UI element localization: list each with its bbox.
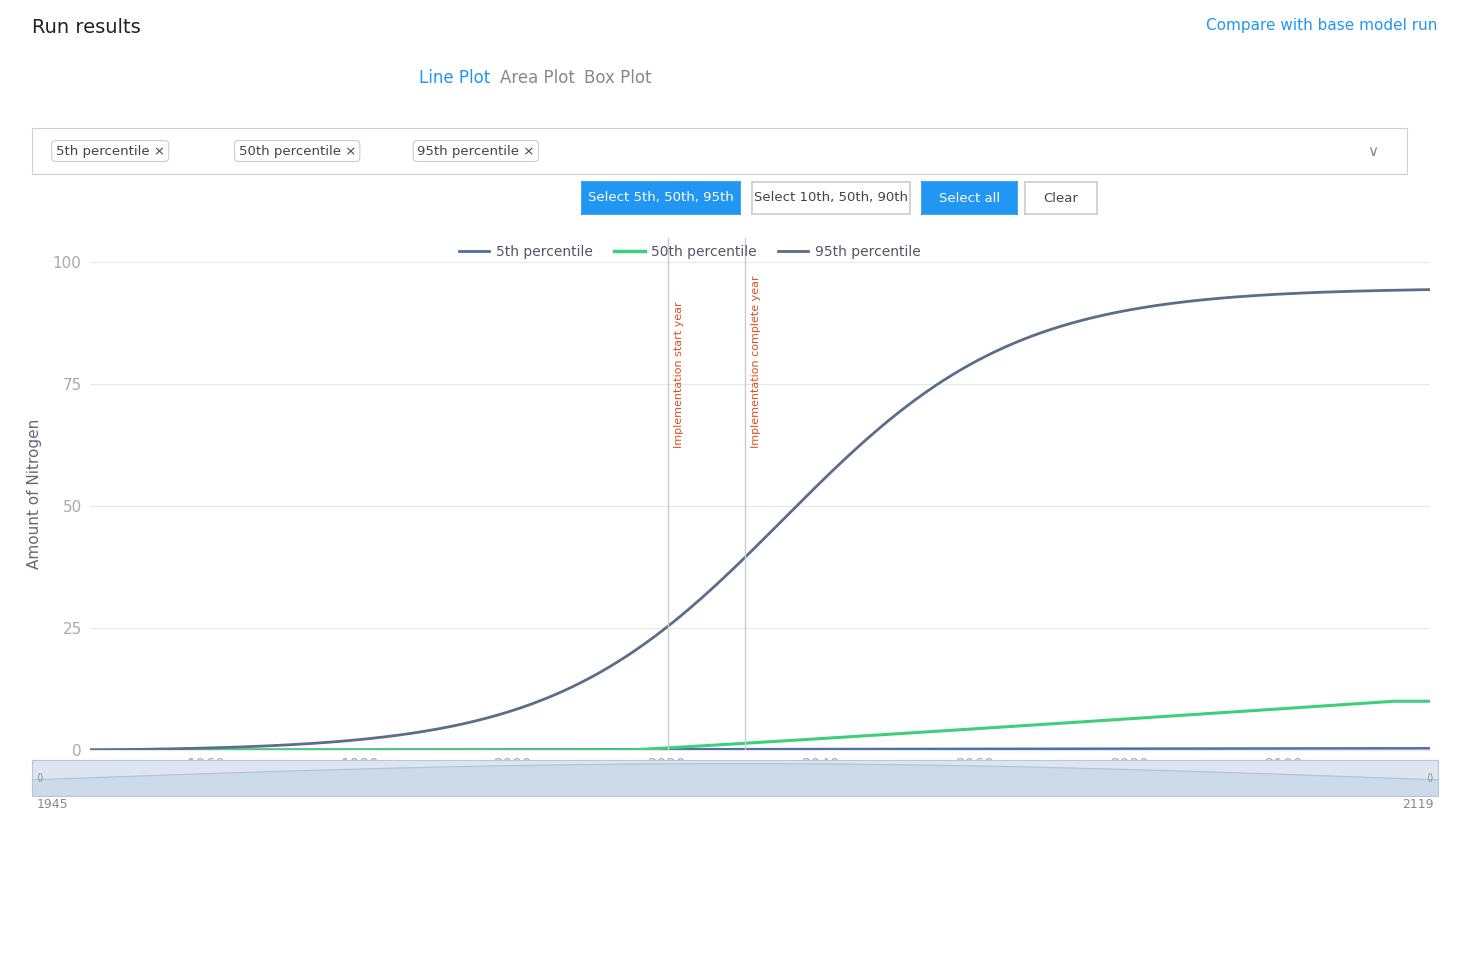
5th percentile [1421,743,1439,754]
5th percentile [688,743,706,755]
95th percentile [976,351,994,362]
50th percentile [319,744,337,756]
Text: Area Plot: Area Plot [500,69,575,87]
Text: ⟨⟩: ⟨⟩ [1426,773,1433,783]
95th percentile [319,737,337,748]
Text: ⟨⟩: ⟨⟩ [37,773,44,783]
Text: 95th percentile ×: 95th percentile × [417,145,535,157]
5th percentile [319,743,337,755]
Text: Select 5th, 50th, 95th: Select 5th, 50th, 95th [588,191,734,204]
Text: Implementation start year: Implementation start year [675,301,684,447]
Text: Run results: Run results [32,18,141,37]
50th percentile [81,744,98,756]
5th percentile [1091,743,1108,754]
Text: Select all: Select all [939,191,1000,204]
5th percentile [976,743,994,754]
Text: ∨: ∨ [1367,144,1377,158]
50th percentile [1091,715,1108,727]
Text: Box Plot: Box Plot [584,69,651,87]
Y-axis label: Amount of Nitrogen: Amount of Nitrogen [26,419,41,570]
Line: 50th percentile: 50th percentile [90,701,1430,750]
95th percentile [81,744,98,756]
Line: 95th percentile: 95th percentile [90,289,1430,750]
5th percentile [870,743,888,755]
95th percentile [688,597,706,609]
50th percentile [870,729,888,741]
95th percentile [1091,311,1108,322]
Text: 1945: 1945 [37,798,69,811]
50th percentile [1421,696,1439,707]
95th percentile [870,422,888,434]
50th percentile [426,744,444,756]
5th percentile [81,744,98,756]
Text: 2119: 2119 [1402,798,1433,811]
Line: 5th percentile: 5th percentile [90,748,1430,750]
Text: 50th percentile ×: 50th percentile × [238,145,356,157]
Text: Compare with base model run: Compare with base model run [1207,18,1438,33]
Text: Implementation complete year: Implementation complete year [751,276,761,447]
50th percentile [1385,696,1402,707]
5th percentile [426,743,444,755]
Text: Clear: Clear [1044,191,1079,204]
95th percentile [1421,283,1439,295]
Text: Line Plot: Line Plot [419,69,491,87]
Text: Select 10th, 50th, 90th: Select 10th, 50th, 90th [754,191,908,204]
Legend: 5th percentile, 50th percentile, 95th percentile: 5th percentile, 50th percentile, 95th pe… [459,245,922,259]
95th percentile [426,724,444,736]
Text: 5th percentile ×: 5th percentile × [56,145,165,157]
50th percentile [688,741,706,752]
50th percentile [976,722,994,734]
